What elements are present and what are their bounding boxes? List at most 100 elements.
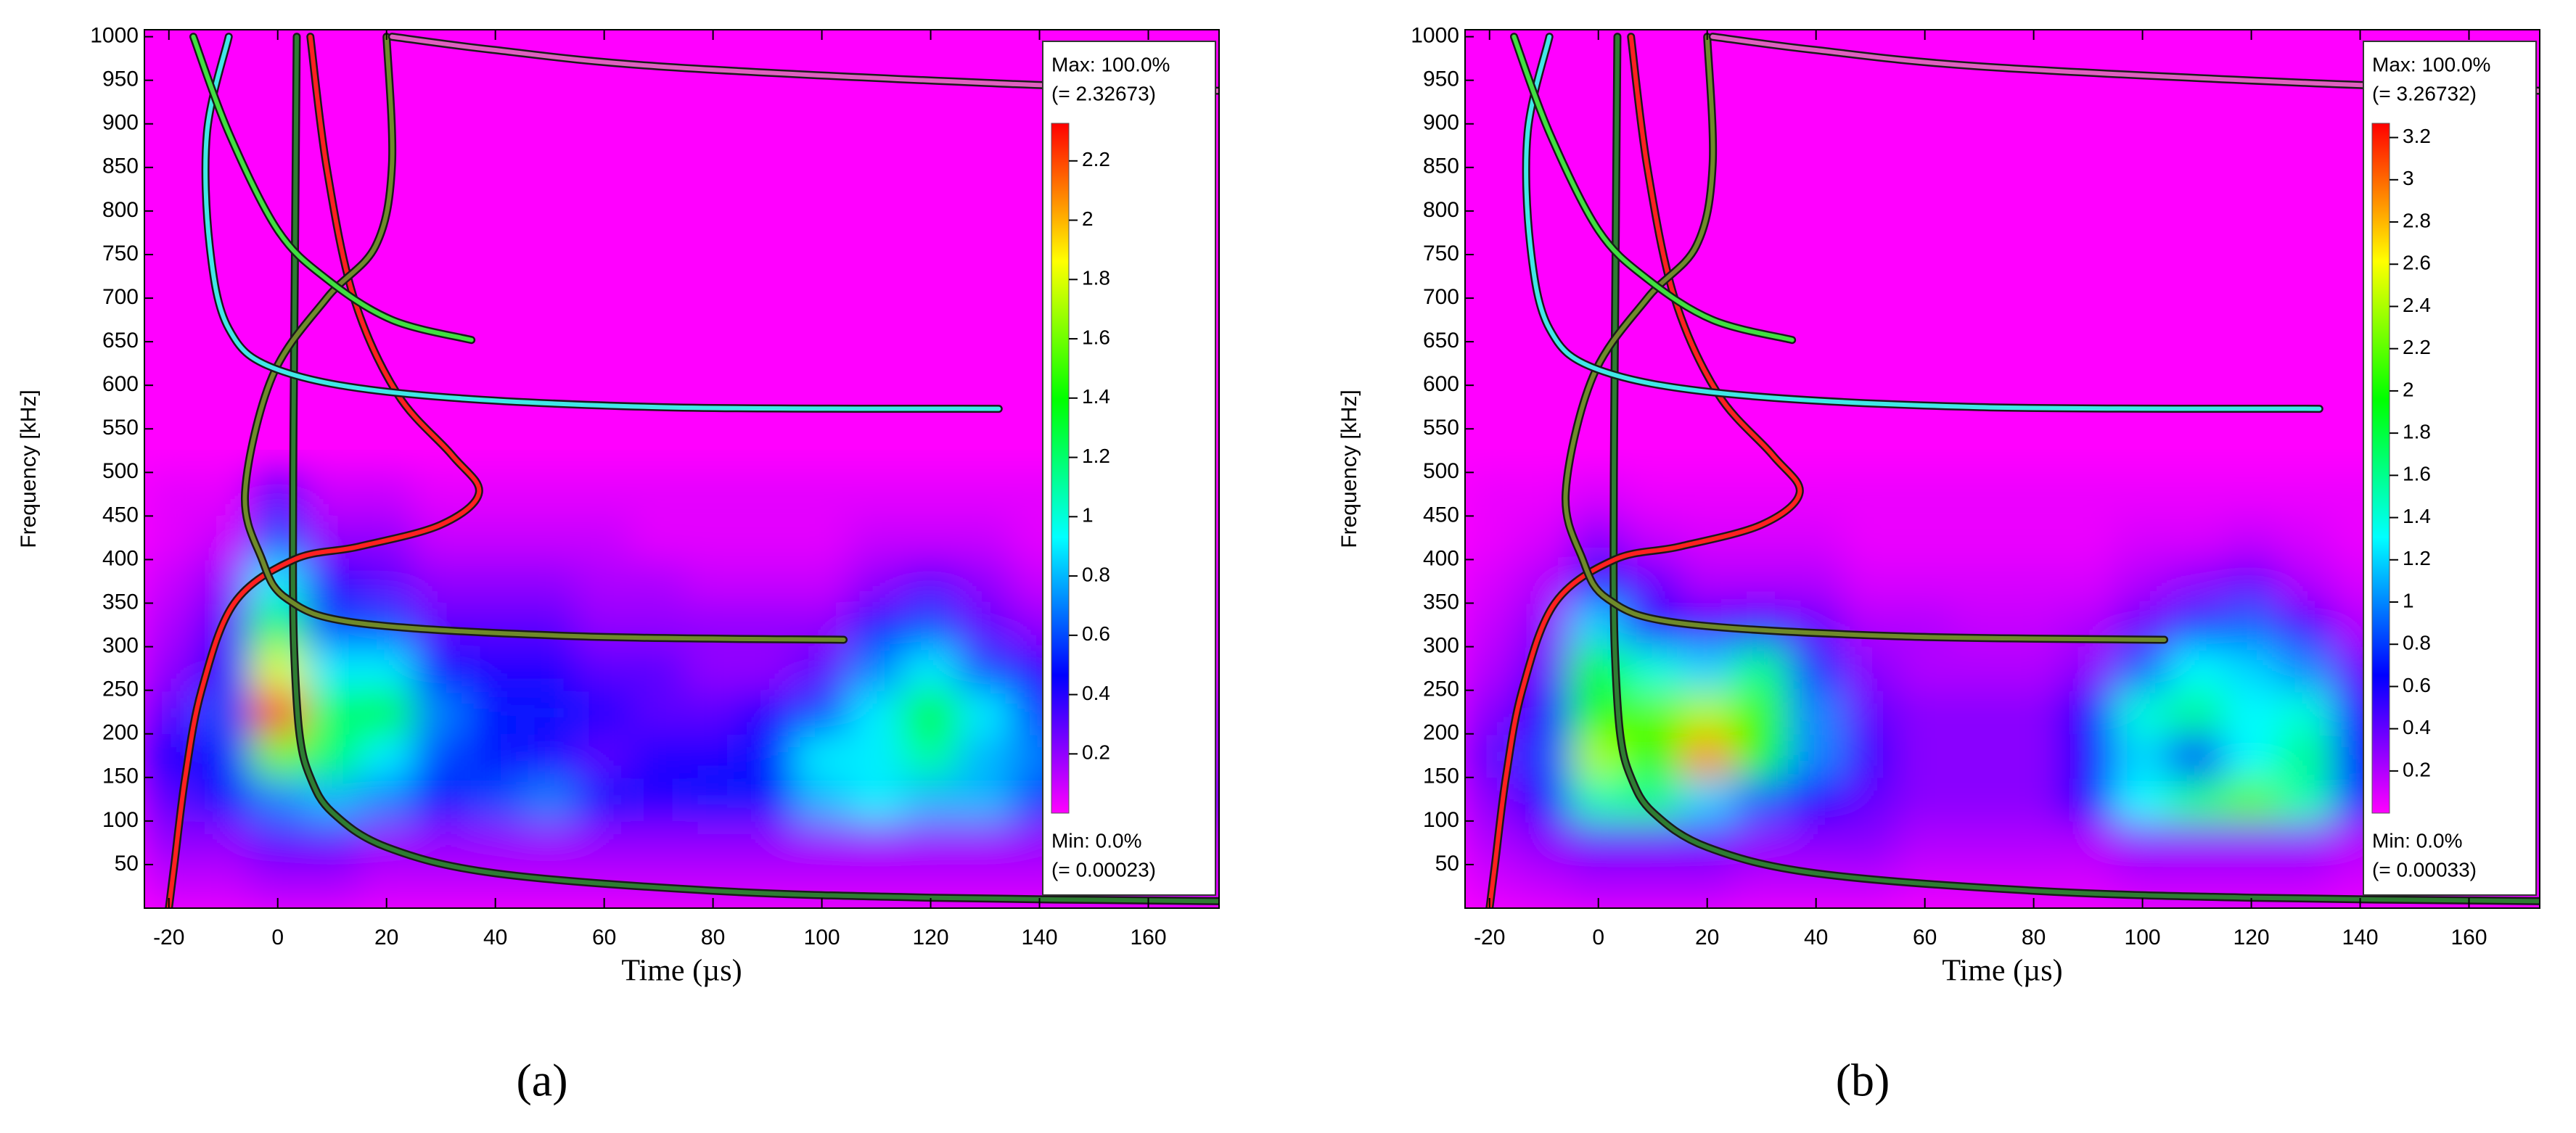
- heatmap-cell: [848, 515, 905, 561]
- heatmap-cell: [1465, 559, 1518, 604]
- y-tick-label: 850: [102, 154, 139, 178]
- y-tick-label: 600: [1423, 372, 1459, 396]
- heatmap-cell: [685, 689, 742, 735]
- heatmap-cell: [903, 646, 959, 691]
- heatmap-cell: [1625, 733, 1681, 778]
- heatmap-cell: [304, 733, 361, 778]
- heatmap-cell: [1465, 689, 1518, 735]
- heatmap-cell: [2060, 471, 2117, 517]
- heatmap-cell: [957, 733, 1014, 778]
- heatmap-cell: [413, 602, 469, 648]
- heatmap-cell: [739, 471, 796, 517]
- heatmap-cell: [685, 646, 742, 691]
- heatmap-cell: [1788, 689, 1845, 735]
- heatmap-cell: [304, 559, 361, 604]
- colorbar-tick-label: 3.2: [2403, 125, 2431, 147]
- heatmap-cell: [1951, 776, 2008, 822]
- heatmap-cell: [522, 471, 578, 517]
- heatmap-cell: [304, 863, 361, 908]
- y-tick-label: 400: [1423, 546, 1459, 570]
- heatmap-cell: [957, 689, 1014, 735]
- y-tick-label: 950: [1423, 67, 1459, 91]
- heatmap-cell: [1951, 471, 2008, 517]
- heatmap-cell: [739, 820, 796, 865]
- heatmap-cell: [794, 820, 850, 865]
- heatmap-cell: [358, 689, 415, 735]
- heatmap-cell: [2278, 471, 2334, 517]
- heatmap-cell: [2114, 689, 2171, 735]
- y-tick-label: 300: [102, 634, 139, 658]
- heatmap-cell: [1897, 776, 1953, 822]
- heatmap-cell: [304, 471, 361, 517]
- heatmap-cell: [685, 820, 742, 865]
- heatmap-cell: [848, 559, 905, 604]
- colorbar-max-value: (= 3.26732): [2372, 82, 2477, 104]
- curve: [290, 34, 1219, 904]
- heatmap-cell: [1951, 646, 2008, 691]
- heatmap-cell: [467, 776, 524, 822]
- heatmap-cell: [2006, 820, 2062, 865]
- heatmap-cell: [2114, 471, 2171, 517]
- heatmap-cell: [2223, 820, 2280, 865]
- heatmap-cell: [903, 820, 959, 865]
- heatmap-cell: [358, 776, 415, 822]
- y-tick-label: 1000: [90, 24, 139, 48]
- heatmap-cell: [685, 776, 742, 822]
- colorbar-tick-label: 1.4: [1082, 385, 1110, 408]
- heatmap-cell: [631, 689, 687, 735]
- heatmap-cell: [413, 646, 469, 691]
- heatmap-cell: [1951, 689, 2008, 735]
- x-tick-label: 160: [1130, 926, 1166, 949]
- heatmap-cell: [957, 820, 1014, 865]
- heatmap-cell: [467, 559, 524, 604]
- heatmap-cell: [631, 646, 687, 691]
- heatmap-cell: [576, 689, 633, 735]
- x-tick-label: 20: [1695, 926, 1719, 949]
- heatmap-cell: [848, 471, 905, 517]
- heatmap-cell: [903, 471, 959, 517]
- heatmap-cell: [1465, 776, 1518, 822]
- colorbar-max-value: (= 2.32673): [1051, 82, 1156, 104]
- heatmap-cell: [1465, 515, 1518, 561]
- colorbar-tick-label: 0.4: [2403, 716, 2431, 738]
- y-tick-label: 900: [1423, 111, 1459, 135]
- heatmap-cell: [522, 733, 578, 778]
- y-tick-label: 800: [1423, 198, 1459, 222]
- x-tick-label: 20: [374, 926, 398, 949]
- x-tick-label: 100: [2125, 926, 2161, 949]
- x-tick-label: 160: [2450, 926, 2487, 949]
- heatmap-cell: [576, 559, 633, 604]
- heatmap-cell: [2169, 602, 2226, 648]
- heatmap-cell: [1679, 471, 1736, 517]
- heatmap-cell: [413, 733, 469, 778]
- heatmap-cell: [957, 776, 1014, 822]
- heatmap-cell: [467, 646, 524, 691]
- heatmap-cell: [144, 776, 197, 822]
- heatmap-cell: [685, 733, 742, 778]
- heatmap-cell: [848, 776, 905, 822]
- heatmap-cell: [1679, 733, 1736, 778]
- heatmap-cell: [794, 646, 850, 691]
- heatmap-cell: [522, 689, 578, 735]
- heatmap-cell: [1842, 559, 1899, 604]
- heatmap-cell: [1679, 646, 1736, 691]
- heatmap-cell: [2060, 515, 2117, 561]
- colorbar-tick-label: 0.2: [1082, 741, 1110, 764]
- heatmap-cell: [2278, 733, 2334, 778]
- heatmap-cell: [794, 471, 850, 517]
- heatmap-cell: [358, 471, 415, 517]
- curve: [191, 34, 474, 342]
- y-tick-label: 300: [1423, 634, 1459, 658]
- heatmap-cell: [2223, 646, 2280, 691]
- y-tick-label: 750: [102, 242, 139, 265]
- heatmap-cell: [576, 776, 633, 822]
- heatmap-cell: [957, 515, 1014, 561]
- heatmap-cell: [2169, 733, 2226, 778]
- x-tick-label: -20: [1474, 926, 1505, 949]
- panel: -20 0 20 40 60 80 100 120 140 1605010015020025030…: [1337, 24, 2540, 1106]
- heatmap-cell: [522, 602, 578, 648]
- heatmap-cell: [1625, 559, 1681, 604]
- heatmap-cell: [250, 733, 306, 778]
